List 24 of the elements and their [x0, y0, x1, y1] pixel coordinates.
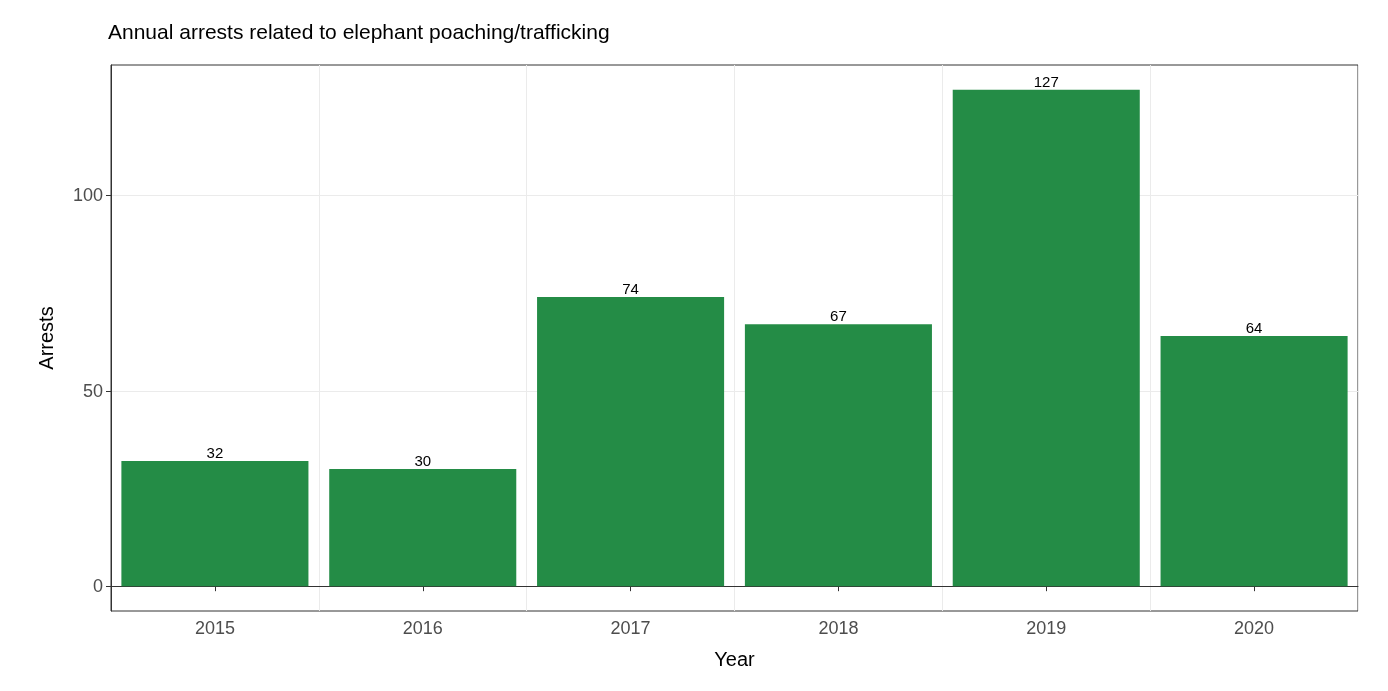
data-label: 127: [1033, 72, 1059, 90]
bar: [329, 468, 517, 587]
data-label: 74: [622, 279, 639, 297]
y-tick-label: 100: [72, 185, 103, 206]
bar: [744, 324, 932, 587]
data-label: 32: [206, 444, 224, 462]
bar: [121, 461, 309, 587]
y-axis-title: Arrests: [35, 306, 57, 370]
bar: [1160, 336, 1348, 587]
x-tick-label: 2017: [610, 618, 651, 638]
x-tick-label: 2015: [194, 618, 235, 638]
bar: [537, 296, 725, 587]
y-tick-label: 50: [82, 380, 103, 401]
x-axis-title: Year: [714, 648, 756, 670]
data-label: 64: [1245, 319, 1263, 337]
data-label: 67: [830, 307, 847, 325]
y-tick-label: 0: [92, 576, 103, 597]
x-tick-label: 2016: [402, 618, 443, 638]
bar: [952, 89, 1140, 587]
x-tick-label: 2019: [1026, 618, 1067, 638]
chart-title: Annual arrests related to elephant poaching/trafficking: [108, 20, 610, 43]
x-tick-label: 2020: [1234, 618, 1275, 638]
data-label: 30: [414, 451, 432, 469]
x-tick-label: 2018: [818, 618, 859, 638]
